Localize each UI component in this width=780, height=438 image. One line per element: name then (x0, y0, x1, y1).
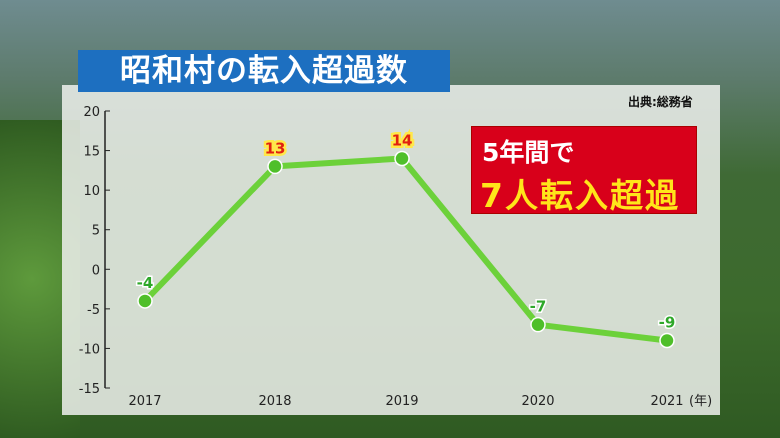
data-point (530, 316, 546, 333)
x-tick-label: 2017 (128, 394, 161, 409)
data-label: -4 (137, 274, 154, 292)
x-tick-label: 2020 (521, 394, 554, 409)
y-tick-label: 15 (83, 145, 100, 160)
y-tick-label: -10 (79, 342, 100, 357)
data-label: 13 (265, 139, 286, 157)
x-tick-label: 2018 (258, 394, 291, 409)
y-tick-label: 20 (83, 105, 100, 120)
data-label: -7 (530, 298, 547, 316)
y-tick-label: 10 (83, 184, 100, 199)
data-label: 14 (392, 131, 413, 149)
y-tick-label: 5 (92, 224, 100, 239)
data-point (267, 158, 283, 175)
chart-title: 昭和村の転入超過数 (78, 50, 450, 92)
source-note: 出典:総務省 (628, 95, 693, 109)
y-tick-label: -5 (87, 303, 100, 318)
data-point (394, 150, 410, 167)
y-tick-label: 0 (92, 263, 100, 278)
data-point (137, 293, 153, 309)
series-line (142, 155, 668, 344)
callout-line1: 5年間で (482, 138, 575, 167)
x-axis-unit: (年) (689, 394, 712, 409)
data-label: -9 (659, 314, 676, 332)
x-tick-label: 2019 (385, 394, 418, 409)
x-tick-label: 2021 (650, 394, 683, 409)
data-point (659, 332, 675, 349)
summary-callout: 5年間で 7人転入超過 (471, 126, 697, 215)
callout-line2: 7人転入超過 (480, 176, 680, 215)
y-tick-label: -15 (79, 382, 100, 397)
